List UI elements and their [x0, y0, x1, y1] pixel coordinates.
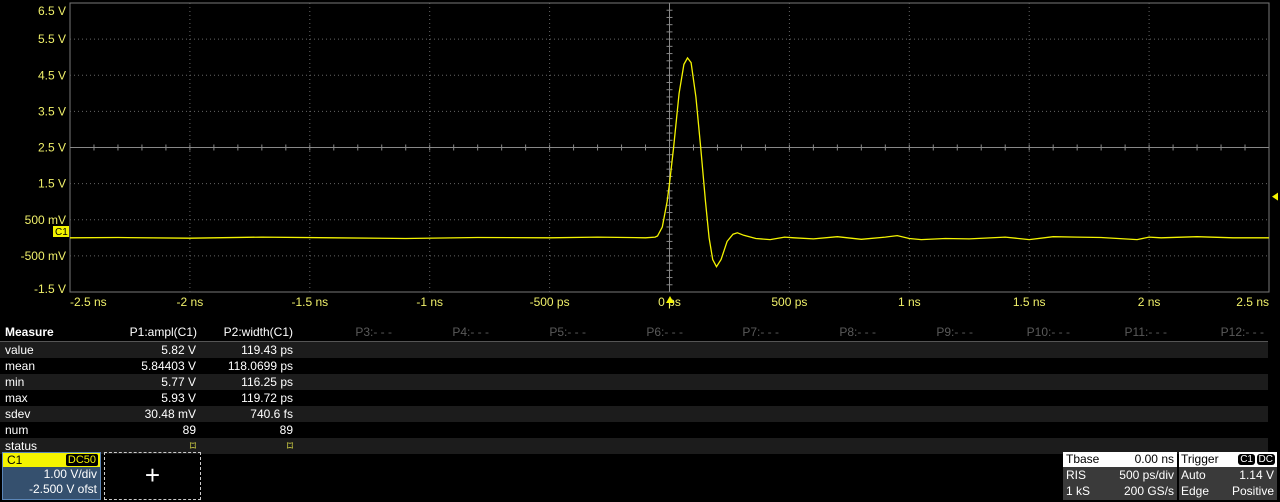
- measure-title: Measure: [5, 325, 54, 339]
- measure-cell-label: mean: [5, 359, 36, 373]
- measure-param-header[interactable]: P4:- - -: [452, 325, 489, 339]
- y-tick-label: -1.5 V: [34, 282, 66, 296]
- measure-param-header[interactable]: P1:ampl(C1): [129, 325, 197, 339]
- measure-row: sdev 30.48 mV 740.6 fs: [0, 406, 1268, 422]
- measure-cell-p1: 5.77 V: [161, 375, 196, 389]
- channel-name: C1: [7, 453, 23, 467]
- trigger-slope: Positive: [1231, 484, 1274, 498]
- y-tick-label: 4.5 V: [38, 68, 66, 82]
- channel-c1-descriptor[interactable]: C1 DC50 1.00 V/div -2.500 V ofst: [2, 452, 101, 500]
- trigger-level: 1.14 V: [1239, 468, 1274, 482]
- y-tick-label: 1.5 V: [38, 177, 66, 191]
- measure-cell-p2: 116.25 ps: [241, 375, 293, 389]
- x-tick-label: -1.5 ns: [291, 295, 328, 309]
- channel-c1-trace: [69, 56, 1269, 268]
- waveform-display[interactable]: 6.5 V 5.5 V 4.5 V 3.5 V 2.5 V 1.5 V 500 mV -500…: [0, 0, 1280, 312]
- measure-header-row: Measure P1:ampl(C1) P2:width(C1) P3:- - - P…: [0, 324, 1268, 342]
- x-tick-label: 500 ps: [771, 295, 807, 309]
- measure-row: status ⌑ ⌑: [0, 438, 1268, 454]
- x-tick-label: -2.5 ns: [70, 295, 107, 309]
- measure-cell-p2: 740.6 fs: [250, 407, 293, 421]
- x-tick-label: 1 ns: [898, 295, 921, 309]
- timebase-descriptor[interactable]: Tbase 0.00 ns RIS 500 ps/div 1 kS 200 GS/s: [1063, 452, 1177, 500]
- x-tick-label: -1 ns: [416, 295, 443, 309]
- trigger-level-marker[interactable]: [1272, 192, 1278, 201]
- measure-cell-p1: 89: [182, 423, 196, 437]
- y-tick-label: 3.5 V: [38, 104, 66, 118]
- x-tick-label: 2.5 ns: [1236, 295, 1269, 309]
- y-tick-label: 6.5 V: [38, 4, 66, 18]
- trigger-source-badge: C1: [1238, 454, 1255, 465]
- measure-param-header[interactable]: P8:- - -: [839, 325, 876, 339]
- measure-param-header[interactable]: P7:- - -: [742, 325, 779, 339]
- measure-row: mean 5.84403 V 118.0699 ps: [0, 358, 1268, 374]
- trigger-coupling-badge: DC: [1256, 454, 1275, 465]
- trigger-type: Edge: [1181, 484, 1210, 498]
- measure-row: num 89 89: [0, 422, 1268, 438]
- x-axis-labels: -2.5 ns -2 ns -1.5 ns -1 ns -500 ps 0 ps 500 p…: [70, 295, 1269, 309]
- trigger-title: Trigger: [1181, 452, 1219, 466]
- x-tick-label: -500 ps: [530, 295, 570, 309]
- x-tick-label: 2 ns: [1138, 295, 1161, 309]
- measure-cell-label: num: [5, 423, 29, 437]
- measure-table: Measure P1:ampl(C1) P2:width(C1) P3:- - - P…: [0, 324, 1268, 454]
- measure-cell-p2: ⌑: [286, 439, 293, 453]
- coupling-badge: DC50: [65, 454, 98, 466]
- timebase-title: Tbase: [1066, 452, 1100, 466]
- timebase-scale: 500 ps/div: [1119, 468, 1174, 482]
- x-tick-label: 1.5 ns: [1013, 295, 1046, 309]
- y-tick-label: -500 mV: [21, 249, 66, 263]
- y-tick-label: 500 mV: [25, 213, 66, 227]
- trigger-mode: Auto: [1181, 468, 1206, 482]
- graticule: [69, 2, 1270, 293]
- measure-row: max 5.93 V 119.72 ps: [0, 390, 1268, 406]
- channel-c1-marker[interactable]: C1: [53, 226, 69, 238]
- timebase-rate: 200 GS/s: [1123, 484, 1174, 498]
- measure-cell-p1: 5.82 V: [161, 343, 196, 357]
- y-tick-label: 2.5 V: [38, 141, 66, 155]
- measure-cell-p2: 119.43 ps: [241, 343, 293, 357]
- measure-param-header[interactable]: P6:- - -: [646, 325, 683, 339]
- measure-cell-label: value: [5, 343, 34, 357]
- measure-cell-p1: ⌑: [189, 439, 196, 453]
- y-axis-labels: 6.5 V 5.5 V 4.5 V 3.5 V 2.5 V 1.5 V 500 mV -500…: [21, 4, 66, 296]
- timebase-mode: RIS: [1066, 468, 1087, 482]
- measure-param-header[interactable]: P5:- - -: [549, 325, 586, 339]
- vertical-scale: 1.00 V/div: [43, 467, 97, 481]
- measure-row: value 5.82 V 119.43 ps: [0, 342, 1268, 358]
- add-trace-button[interactable]: +: [104, 452, 201, 500]
- x-tick-label: -2 ns: [177, 295, 204, 309]
- measure-cell-p1: 5.93 V: [161, 391, 196, 405]
- measure-cell-label: max: [5, 391, 28, 405]
- svg-text:C1: C1: [55, 227, 68, 238]
- measure-cell-p1: 30.48 mV: [144, 407, 196, 421]
- measure-row: min 5.77 V 116.25 ps: [0, 374, 1268, 390]
- measure-cell-p1: 5.84403 V: [141, 359, 196, 373]
- measure-param-header[interactable]: P3:- - -: [355, 325, 392, 339]
- timebase-samples: 1 kS: [1066, 484, 1091, 498]
- measure-cell-p2: 89: [279, 423, 293, 437]
- measure-cell-label: sdev: [5, 407, 31, 421]
- measure-param-header[interactable]: P9:- - -: [936, 325, 973, 339]
- measure-cell-label: min: [5, 375, 25, 389]
- vertical-offset: -2.500 V ofst: [28, 482, 97, 496]
- measure-param-header[interactable]: P11:- - -: [1124, 325, 1167, 339]
- measure-cell-p2: 119.72 ps: [241, 391, 293, 405]
- y-tick-label: 5.5 V: [38, 32, 66, 46]
- measure-param-header[interactable]: P2:width(C1): [223, 325, 293, 339]
- trigger-descriptor[interactable]: Trigger C1 DC Auto 1.14 V Edge Positive: [1179, 452, 1277, 500]
- timebase-delay: 0.00 ns: [1134, 452, 1174, 466]
- trigger-time-marker[interactable]: [666, 296, 674, 303]
- measure-cell-p2: 118.0699 ps: [227, 359, 293, 373]
- measure-param-header[interactable]: P12:- - -: [1220, 325, 1264, 339]
- measure-param-header[interactable]: P10:- - -: [1026, 325, 1070, 339]
- measure-cell-label: status: [5, 439, 38, 453]
